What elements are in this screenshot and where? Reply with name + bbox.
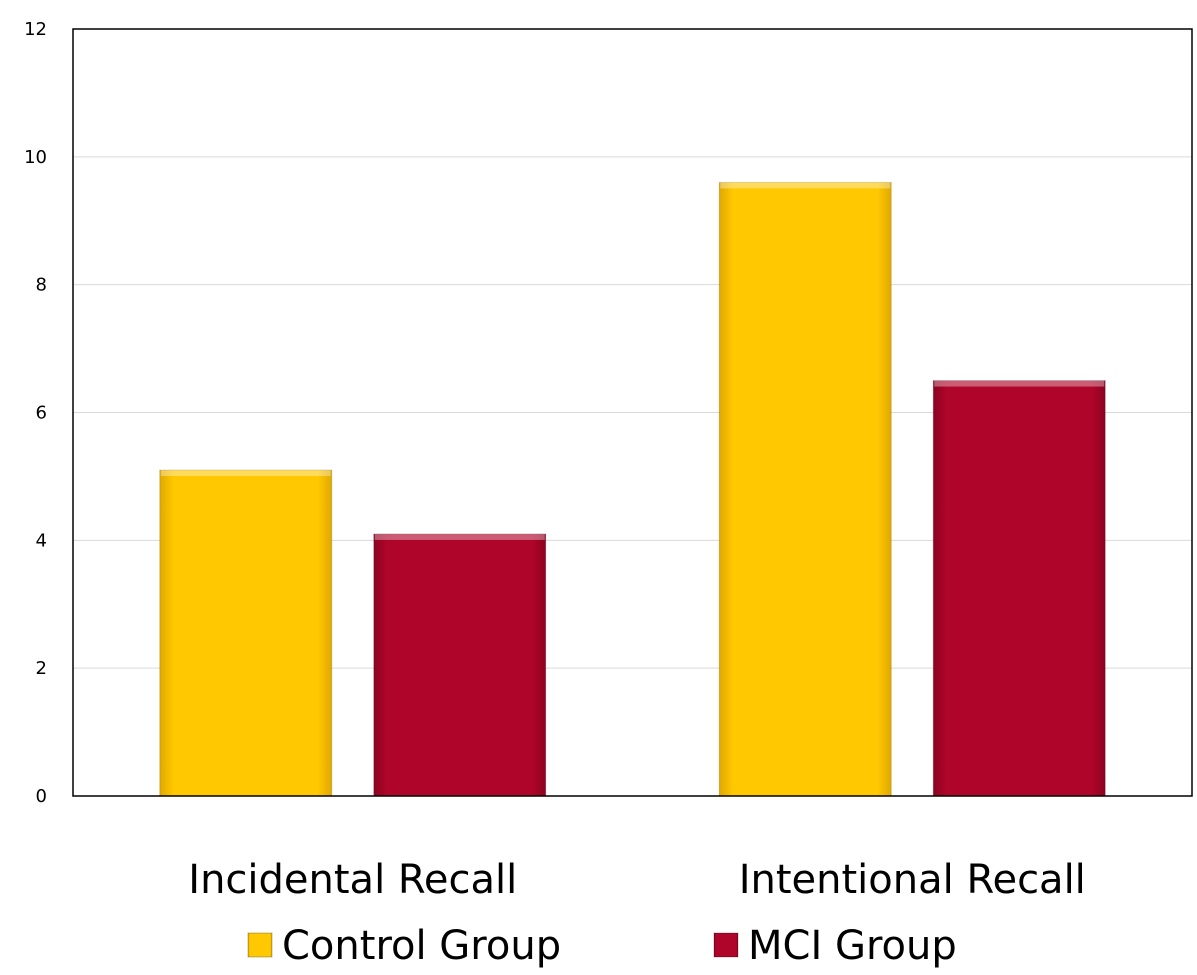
y-tick-label: 0: [36, 786, 47, 807]
bar-mci-1: [932, 380, 1106, 797]
bar-bevel: [720, 182, 891, 189]
bar-bevel: [374, 533, 545, 540]
plot-frame: [72, 28, 1193, 797]
bar-control-0: [159, 469, 333, 797]
x-category-labels: Incidental Recall Intentional Recall: [188, 857, 1086, 903]
bar-bevel: [160, 470, 331, 477]
y-tick-label: 6: [36, 403, 47, 424]
legend-label: MCI Group: [748, 923, 957, 969]
legend-item-mci: MCI Group: [713, 923, 957, 969]
legend-swatch: [247, 932, 273, 958]
bar-bevel: [934, 380, 1105, 387]
bar-control-1: [718, 181, 892, 797]
bars: [159, 181, 1106, 797]
y-tick-label: 10: [24, 147, 47, 168]
y-tick-label: 2: [36, 658, 47, 679]
y-tick-label: 8: [36, 275, 47, 296]
y-tick-label: 4: [36, 530, 47, 551]
legend-label: Control Group: [282, 923, 561, 969]
y-tick-labels: 0 2 4 6 8 10 12: [24, 19, 47, 807]
y-tick-label: 12: [24, 19, 47, 40]
legend-item-control: Control Group: [247, 923, 561, 969]
x-category-label: Intentional Recall: [739, 857, 1086, 903]
axes: [72, 28, 1193, 797]
legend-swatch: [713, 932, 739, 958]
x-category-label: Incidental Recall: [188, 857, 517, 903]
legend: Control Group MCI Group: [247, 923, 957, 969]
bar-mci-0: [373, 533, 547, 797]
